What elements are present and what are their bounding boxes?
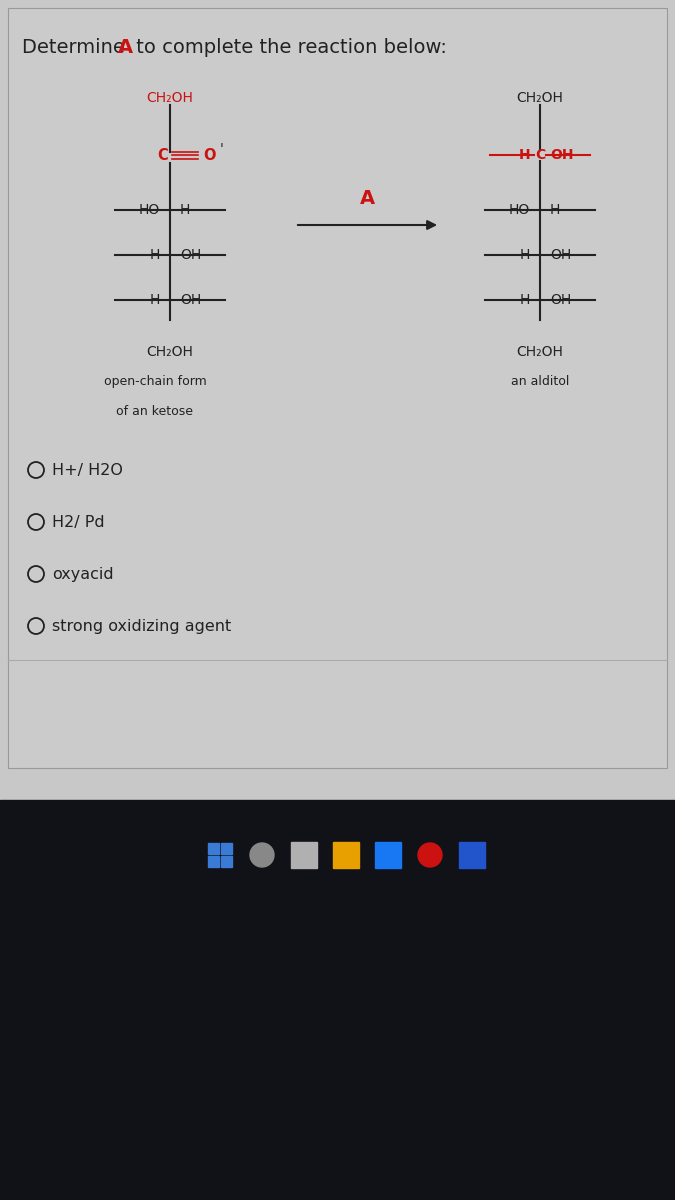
Bar	[208, 842, 219, 854]
Text: to complete the reaction below:: to complete the reaction below:	[130, 38, 447, 56]
Text: H: H	[150, 248, 160, 262]
Text: A: A	[360, 188, 375, 208]
Text: CH₂OH: CH₂OH	[146, 346, 194, 359]
Circle shape	[418, 842, 442, 866]
Text: of an ketose: of an ketose	[117, 404, 194, 418]
Text: CH₂OH: CH₂OH	[516, 91, 564, 104]
Text: H: H	[180, 203, 190, 217]
Text: OH: OH	[550, 148, 574, 162]
Text: OH: OH	[550, 248, 571, 262]
Bar	[0, 800, 675, 1200]
Text: H: H	[518, 148, 530, 162]
Bar	[333, 842, 359, 868]
Bar	[375, 842, 401, 868]
Bar	[291, 842, 317, 868]
Text: OH: OH	[550, 293, 571, 307]
Text: H: H	[520, 293, 530, 307]
Text: CH₂OH: CH₂OH	[146, 91, 194, 104]
Text: strong oxidizing agent: strong oxidizing agent	[52, 618, 232, 634]
Bar	[221, 856, 232, 866]
Text: OH: OH	[180, 293, 201, 307]
Text: open-chain form: open-chain form	[104, 374, 207, 388]
Text: H+/ H2O: H+/ H2O	[52, 462, 123, 478]
FancyBboxPatch shape	[8, 8, 667, 768]
Text: Determine: Determine	[22, 38, 131, 56]
Text: oxyacid: oxyacid	[52, 566, 113, 582]
Text: H: H	[550, 203, 560, 217]
Text: C: C	[157, 148, 168, 162]
Text: O: O	[203, 148, 215, 162]
Text: H2/ Pd: H2/ Pd	[52, 515, 105, 529]
Bar	[208, 856, 219, 866]
Text: CH₂OH: CH₂OH	[516, 346, 564, 359]
Text: HO: HO	[139, 203, 160, 217]
Text: A: A	[118, 38, 133, 56]
Text: OH: OH	[180, 248, 201, 262]
Text: C: C	[535, 148, 545, 162]
Text: HO: HO	[509, 203, 530, 217]
Bar	[459, 842, 485, 868]
Bar	[221, 842, 232, 854]
Text: an alditol: an alditol	[511, 374, 569, 388]
Circle shape	[250, 842, 274, 866]
Text: H: H	[520, 248, 530, 262]
Text: H: H	[150, 293, 160, 307]
Text: ': '	[220, 142, 224, 156]
